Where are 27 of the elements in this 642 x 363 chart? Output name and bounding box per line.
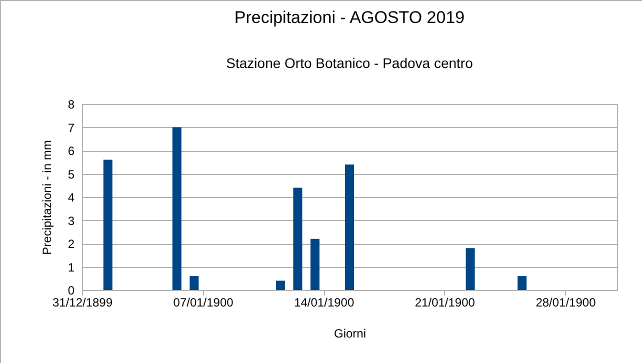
bar: [293, 188, 302, 290]
y-tick-label: 6: [68, 144, 75, 158]
y-tick-label: 0: [68, 284, 75, 298]
x-tick-label: 28/01/1900: [536, 296, 596, 310]
bar: [103, 160, 112, 290]
chart-subtitle: Stazione Orto Botanico - Padova centro: [226, 55, 474, 71]
y-tick-label: 8: [68, 98, 75, 112]
y-tick-label: 5: [68, 167, 75, 182]
y-tick-label: 7: [68, 120, 75, 135]
bar: [276, 280, 285, 290]
x-tick-label: 14/01/1900: [294, 296, 354, 310]
bar: [310, 238, 320, 290]
y-tick-label: 4: [68, 190, 75, 204]
x-tick-label: 31/12/1899: [52, 296, 113, 310]
chart-title: Precipitazioni - AGOSTO 2019: [234, 8, 465, 27]
y-tick-label: 3: [68, 214, 75, 228]
bar: [190, 276, 199, 290]
bar: [518, 276, 527, 290]
y-axis-title: Precipitazioni - in mm: [40, 140, 54, 255]
x-tick-label: 21/01/1900: [414, 296, 476, 310]
x-axis-title: Giorni: [334, 326, 366, 340]
y-tick-label: 2: [68, 237, 75, 251]
bar: [466, 248, 475, 290]
y-tick-label: 1: [68, 260, 75, 274]
bar: [345, 164, 354, 290]
x-tick-label: 07/01/1900: [173, 296, 234, 310]
bar: [172, 127, 182, 290]
